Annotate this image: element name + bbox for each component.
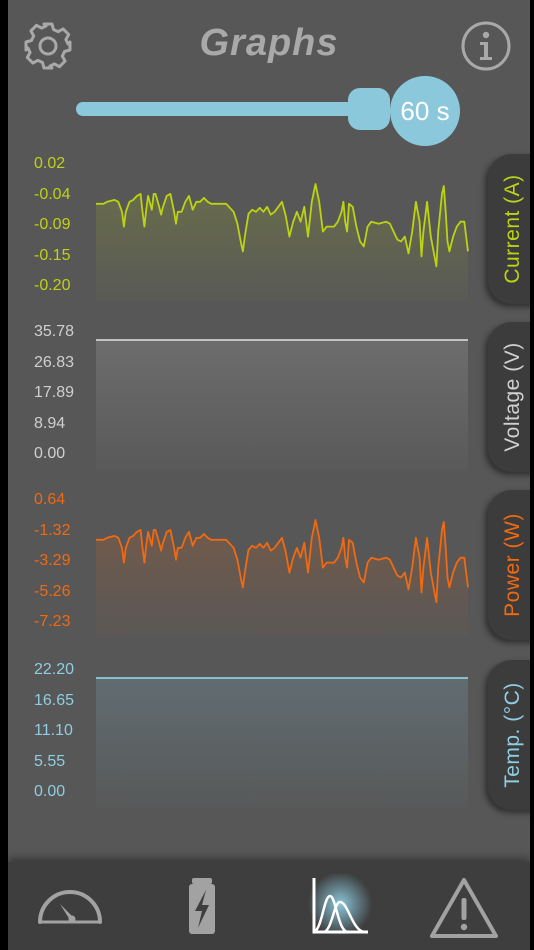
power-tick-label: 0.64 [34, 491, 66, 508]
gear-icon [24, 22, 72, 70]
current-graph-panel: 0.02 -0.04 -0.09 -0.15 -0.20 Current (A) [8, 154, 530, 314]
power-area-fill [96, 520, 468, 638]
power-tick-label: -3.29 [34, 552, 71, 569]
graphs-icon [308, 872, 372, 936]
bottom-nav [8, 862, 530, 950]
slider-value-badge: 60 s [390, 76, 460, 146]
tab-current[interactable]: Current (A) [488, 154, 530, 304]
nav-gauge-button[interactable] [30, 874, 110, 944]
tab-power[interactable]: Power (W) [488, 490, 530, 640]
voltage-tick-label: 26.83 [34, 353, 75, 371]
power-graph-panel: 0.64 -1.32 -3.29 -5.26 -7.23 Power (W) [8, 490, 530, 650]
tab-current-label: Current (A) [501, 174, 524, 284]
temperature-plot [96, 677, 468, 808]
temperature-area-fill [96, 678, 468, 808]
current-tick-label: -0.15 [34, 246, 71, 264]
tab-temperature-label: Temp. (°C) [501, 682, 524, 788]
speedometer-icon [38, 890, 102, 924]
slider-thumb[interactable] [348, 88, 390, 130]
page-title: Graphs [199, 22, 339, 64]
current-plot [96, 183, 469, 302]
warning-icon [430, 878, 498, 938]
time-window-slider[interactable]: 60 s [76, 72, 466, 146]
power-tick-label: -7.23 [34, 613, 71, 630]
temperature-tick-label: 16.65 [34, 691, 75, 709]
voltage-tick-label: 8.94 [34, 414, 66, 432]
tab-power-label: Power (W) [501, 513, 524, 617]
voltage-plot [96, 339, 468, 470]
voltage-tick-label: 35.78 [34, 323, 75, 340]
temperature-tick-label: 22.20 [34, 661, 75, 678]
temperature-tick-label: 11.10 [34, 722, 73, 739]
current-tick-label: -0.20 [34, 277, 71, 294]
current-series-line [96, 183, 469, 268]
info-icon [461, 21, 511, 71]
app-screen: Graphs 60 s 0.02 -0.04 -0.09 -0.15 -0.20 Curr… [8, 0, 530, 950]
voltage-tick-label: 0.00 [34, 445, 66, 462]
battery-charging-icon [189, 878, 215, 934]
temperature-tick-label: 5.55 [34, 752, 66, 770]
current-area-fill [96, 184, 468, 302]
tab-temperature[interactable]: Temp. (°C) [488, 660, 530, 810]
info-button[interactable] [458, 18, 514, 74]
current-tick-label: -0.04 [34, 185, 71, 203]
tab-voltage[interactable]: Voltage (V) [488, 322, 530, 472]
voltage-area-fill [96, 340, 468, 470]
tab-voltage-label: Voltage (V) [501, 342, 524, 452]
nav-graphs-button[interactable] [292, 872, 372, 944]
nav-alerts-button[interactable] [424, 874, 504, 944]
slider-track[interactable] [76, 102, 376, 116]
voltage-tick-label: 17.89 [34, 384, 75, 401]
nav-battery-button[interactable] [162, 874, 242, 944]
power-plot [96, 519, 469, 638]
voltage-graph-panel: 35.78 26.83 17.89 8.94 0.00 Voltage (V) [8, 322, 530, 482]
power-series-line [96, 519, 469, 604]
power-tick-label: -5.26 [34, 582, 71, 600]
current-tick-label: 0.02 [34, 155, 66, 172]
current-tick-label: -0.09 [34, 216, 71, 233]
temperature-tick-label: 0.00 [34, 783, 66, 800]
power-tick-label: -1.32 [34, 521, 71, 539]
settings-button[interactable] [20, 18, 76, 74]
temperature-graph-panel: 22.20 16.65 11.10 5.55 0.00 Temp. (°C) [8, 660, 530, 820]
